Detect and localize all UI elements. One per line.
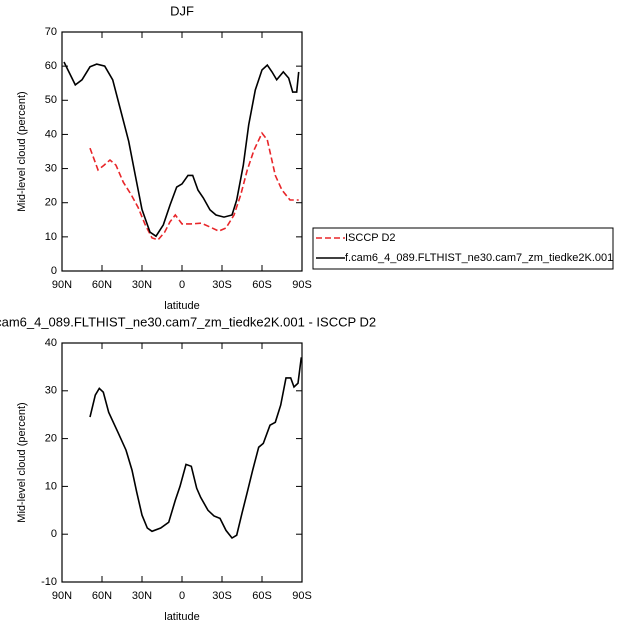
plot-frame	[61, 342, 303, 583]
y-tick-label: 20	[45, 433, 57, 445]
y-tick-label: 0	[51, 528, 57, 540]
x-tick-label: 0	[179, 590, 185, 602]
x-tick-label: 60S	[252, 590, 272, 602]
legend-label: f.cam6_4_089.FLTHIST_ne30.cam7_zm_tiedke…	[345, 252, 613, 264]
data-line	[89, 357, 303, 540]
y-tick-label: 0	[51, 265, 57, 277]
x-tick-label: 60N	[92, 279, 112, 291]
y-axis-label: Mid-level cloud (percent)	[16, 402, 28, 522]
plot-frame	[61, 31, 303, 272]
y-tick-label: 70	[45, 26, 57, 38]
x-tick-label: 90S	[292, 590, 312, 602]
y-tick-label: 10	[45, 480, 57, 492]
y-tick-label: 40	[45, 337, 57, 349]
x-tick-label: 30S	[212, 590, 232, 602]
y-tick-label: 50	[45, 94, 57, 106]
x-tick-label: 90N	[52, 590, 72, 602]
x-tick-label: 30N	[132, 590, 152, 602]
y-tick-label: 10	[45, 231, 57, 243]
x-axis-label: latitude	[164, 300, 199, 312]
x-tick-label: 60N	[92, 590, 112, 602]
legend-label: ISCCP D2	[345, 232, 396, 244]
x-tick-label: 0	[179, 279, 185, 291]
legend-box	[312, 227, 614, 270]
x-tick-label: 30N	[132, 279, 152, 291]
data-line	[89, 131, 299, 241]
y-tick-label: 20	[45, 197, 57, 209]
x-tick-label: 90N	[52, 279, 72, 291]
y-tick-label: 30	[45, 385, 57, 397]
chart-title: DJF	[170, 3, 194, 18]
y-tick-label: 60	[45, 60, 57, 72]
y-tick-label: 30	[45, 162, 57, 174]
x-tick-label: 30S	[212, 279, 232, 291]
x-tick-label: 90S	[292, 279, 312, 291]
chart-title: f.cam6_4_089.FLTHIST_ne30.cam7_zm_tiedke…	[0, 314, 376, 329]
x-axis-label: latitude	[164, 611, 199, 623]
y-tick-label: -10	[41, 576, 57, 588]
x-tick-label: 60S	[252, 279, 272, 291]
data-line	[63, 61, 300, 238]
y-axis-label: Mid-level cloud (percent)	[16, 91, 28, 211]
y-tick-label: 40	[45, 128, 57, 140]
